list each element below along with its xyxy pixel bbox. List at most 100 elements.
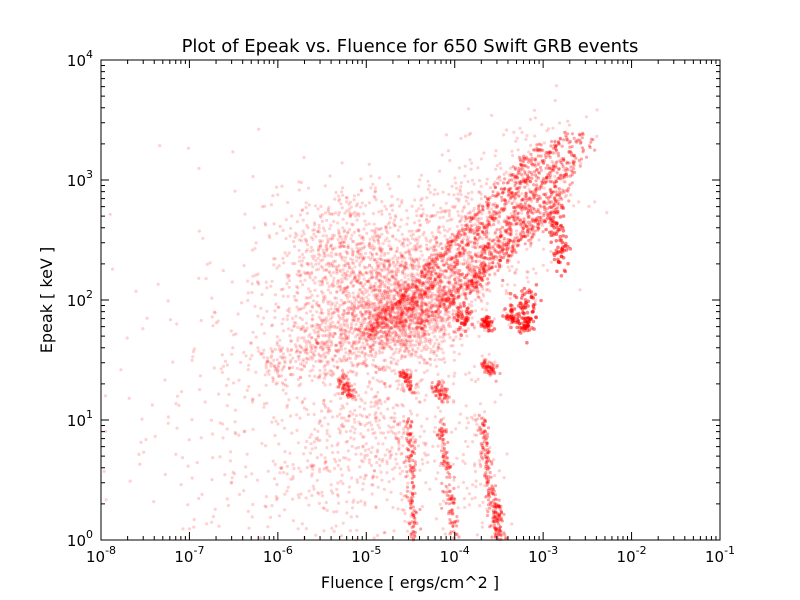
scatter-point: [424, 481, 428, 485]
scatter-point: [381, 315, 385, 319]
scatter-point: [329, 251, 333, 255]
scatter-point: [467, 133, 471, 137]
scatter-point: [404, 287, 408, 291]
scatter-point: [385, 335, 389, 339]
scatter-point: [366, 372, 370, 376]
scatter-point: [325, 438, 329, 442]
scatter-point: [163, 378, 167, 382]
scatter-point: [367, 201, 371, 205]
scatter-point: [387, 313, 391, 317]
scatter-point: [421, 310, 425, 314]
scatter-point: [469, 167, 473, 171]
scatter-point: [372, 536, 376, 540]
scatter-point: [356, 317, 361, 321]
scatter-point: [379, 283, 383, 287]
scatter-point: [418, 223, 422, 227]
scatter-point: [140, 417, 144, 421]
scatter-point: [330, 315, 334, 319]
scatter-point: [452, 374, 456, 378]
scatter-point: [223, 359, 228, 363]
scatter-point: [401, 287, 405, 291]
scatter-point: [242, 430, 246, 434]
scatter-point: [318, 253, 322, 257]
scatter-point: [405, 289, 409, 293]
scatter-point: [334, 211, 338, 215]
scatter-point: [427, 262, 431, 266]
scatter-point: [345, 500, 349, 504]
scatter-point: [347, 468, 351, 472]
scatter-point: [380, 269, 384, 273]
scatter-point: [339, 396, 343, 400]
scatter-point: [383, 316, 387, 320]
chart-title: Plot of Epeak vs. Fluence for 650 Swift …: [182, 36, 639, 57]
scatter-point: [448, 250, 452, 254]
scatter-point: [302, 232, 306, 236]
scatter-point: [411, 343, 415, 347]
scatter-point: [388, 309, 392, 313]
scatter-point: [454, 330, 458, 334]
scatter-point: [409, 298, 413, 303]
scatter-point: [508, 166, 512, 170]
scatter-point: [289, 477, 293, 481]
scatter-point: [351, 278, 355, 283]
scatter-point: [423, 294, 428, 299]
scatter-point: [524, 157, 528, 161]
scatter-point: [335, 253, 339, 257]
scatter-point: [383, 309, 387, 313]
scatter-point: [381, 264, 386, 268]
scatter-point: [436, 316, 440, 320]
scatter-point: [317, 467, 322, 471]
scatter-point: [398, 341, 403, 345]
scatter-point: [535, 148, 539, 152]
scatter-point: [377, 342, 381, 346]
scatter-point: [352, 342, 356, 346]
scatter-point: [363, 456, 367, 460]
scatter-point: [315, 310, 319, 314]
scatter-point: [397, 284, 401, 288]
scatter-point: [400, 451, 404, 455]
scatter-point: [277, 442, 281, 446]
scatter-point: [391, 296, 396, 301]
scatter-point: [472, 231, 476, 235]
scatter-point: [442, 339, 447, 343]
scatter-point: [377, 271, 381, 275]
scatter-point: [478, 504, 482, 508]
scatter-point: [377, 288, 381, 292]
scatter-point: [473, 462, 477, 466]
scatter-point: [410, 289, 414, 293]
scatter-point: [390, 270, 394, 274]
scatter-point: [342, 336, 346, 340]
scatter-point: [349, 257, 353, 261]
scatter-point: [379, 312, 383, 316]
scatter-point: [382, 416, 386, 420]
scatter-point: [393, 311, 397, 315]
scatter-point: [374, 294, 379, 298]
scatter-point: [378, 314, 382, 318]
scatter-point: [322, 365, 326, 369]
scatter-point: [397, 291, 401, 295]
scatter-point: [421, 212, 425, 216]
scatter-point: [385, 318, 389, 322]
scatter-point: [299, 469, 303, 474]
scatter-point: [373, 195, 377, 200]
scatter-point: [433, 358, 437, 362]
scatter-point: [533, 299, 537, 303]
scatter-point: [351, 500, 355, 504]
scatter-point: [344, 375, 348, 379]
scatter-point: [369, 350, 373, 354]
scatter-point: [371, 321, 376, 325]
scatter-point: [244, 354, 248, 358]
scatter-point: [125, 336, 129, 340]
scatter-point: [432, 304, 436, 308]
scatter-point: [340, 190, 344, 194]
scatter-point: [409, 313, 413, 318]
scatter-point: [386, 297, 390, 301]
scatter-point: [364, 327, 368, 331]
scatter-point: [326, 406, 330, 411]
scatter-point: [414, 301, 418, 305]
scatter-point: [337, 315, 341, 319]
scatter-point: [399, 304, 403, 308]
scatter-point: [360, 362, 364, 366]
scatter-point: [302, 339, 307, 343]
scatter-point: [471, 440, 475, 444]
